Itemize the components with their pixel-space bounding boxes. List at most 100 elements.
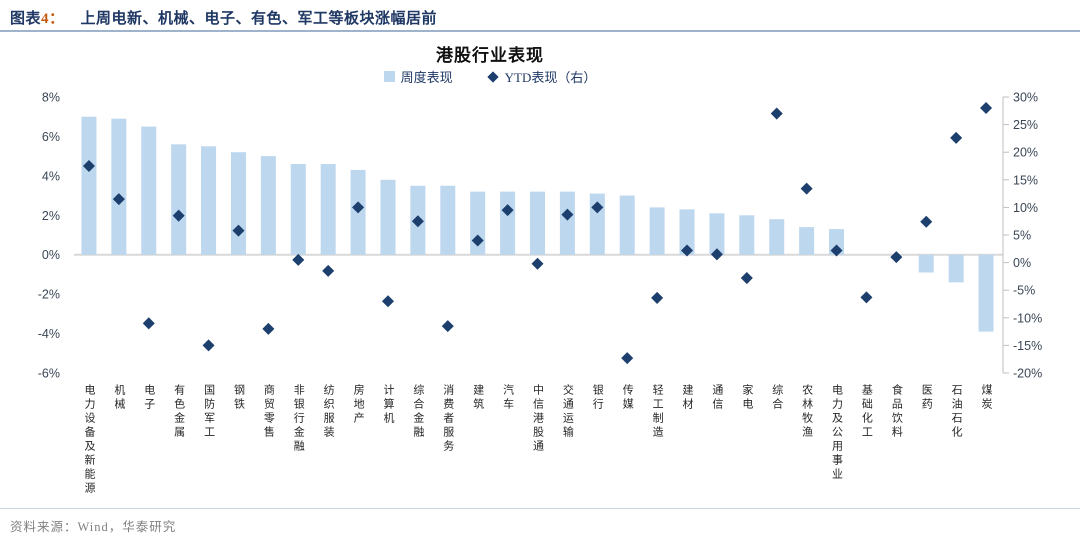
ytd-diamond [651, 291, 664, 304]
category-label: 石油石化 [950, 384, 963, 440]
weekly-bar [141, 126, 157, 255]
weekly-bar [171, 144, 187, 255]
weekly-bar [290, 164, 306, 255]
category-label: 纺织服装 [322, 384, 335, 440]
category-label: 消费者服务 [441, 384, 454, 454]
weekly-bar [260, 156, 276, 255]
ytd-diamond [621, 352, 634, 365]
left-axis-tick-label: 6% [42, 130, 60, 144]
ytd-diamond [262, 322, 275, 335]
weekly-bar [81, 116, 97, 255]
weekly-bar [530, 191, 545, 255]
left-axis-tick-label: 0% [42, 248, 60, 262]
ytd-diamond [770, 107, 783, 120]
category-label: 商贸零售 [262, 384, 275, 440]
right-axis-tick-label: 20% [1013, 146, 1038, 160]
category-label: 计算机 [381, 384, 394, 426]
category-label: 汽车 [501, 384, 514, 412]
weekly-bar [709, 213, 725, 255]
ytd-diamond [232, 224, 245, 237]
left-axis-tick-label: -4% [38, 327, 60, 341]
category-label: 电力设备及新能源 [82, 384, 95, 496]
right-axis-tick-label: 10% [1013, 201, 1038, 215]
weekly-bar [769, 219, 785, 255]
ytd-diamond [830, 244, 843, 257]
ytd-diamond [202, 339, 215, 352]
weekly-bar [918, 254, 934, 273]
category-label: 电力及公用事业 [830, 384, 843, 482]
ytd-diamond [112, 193, 125, 206]
ytd-diamond [172, 209, 185, 222]
category-label: 机械 [112, 384, 125, 412]
category-label: 中信港股通 [531, 384, 544, 454]
figure-label: 图表 [10, 11, 42, 27]
weekly-bar [619, 195, 635, 255]
right-axis-tick-label: 25% [1013, 118, 1038, 132]
left-axis-tick-label: -6% [38, 367, 60, 381]
weekly-bar [799, 227, 815, 255]
legend-label-weekly: 周度表现 [400, 70, 453, 85]
footer-divider [0, 508, 1080, 509]
weekly-bar [201, 146, 217, 255]
ytd-diamond [800, 182, 813, 195]
left-axis-tick-label: 4% [42, 169, 60, 183]
right-axis-tick-label: -5% [1013, 284, 1035, 298]
weekly-bar [230, 152, 246, 255]
category-label: 综合 [770, 384, 783, 412]
left-axis-tick-label: 2% [42, 209, 60, 223]
ytd-diamond [860, 291, 873, 304]
category-label: 房地产 [352, 384, 365, 426]
legend-item-weekly: 周度表现 [383, 67, 453, 86]
weekly-bar [739, 215, 755, 255]
category-label: 食品饮料 [890, 384, 903, 440]
weekly-bar [320, 164, 336, 255]
category-label: 综合金融 [411, 384, 424, 440]
ytd-diamond [142, 317, 155, 330]
weekly-bar [111, 118, 127, 255]
ytd-diamond [381, 295, 394, 308]
ytd-diamond [920, 215, 933, 228]
chart-legend: 周度表现 YTD表现（右） [0, 67, 980, 86]
ytd-diamond [531, 257, 544, 270]
category-label: 银行 [591, 384, 604, 412]
category-label: 农林牧渔 [800, 384, 813, 440]
figure-number: 4： [41, 11, 65, 27]
category-label: 国防军工 [202, 384, 215, 440]
source-note: 资料来源：Wind，华泰研究 [10, 520, 177, 534]
right-axis-tick-label: 0% [1013, 256, 1031, 270]
right-axis-tick-label: 30% [1013, 91, 1038, 105]
category-label: 建筑 [471, 384, 484, 412]
weekly-bar [649, 207, 665, 255]
category-label: 非银行金融 [292, 384, 305, 454]
ytd-diamond [82, 159, 95, 173]
weekly-bar [440, 185, 456, 255]
right-axis-tick-label: 5% [1013, 229, 1031, 243]
ytd-diamond [950, 131, 963, 144]
category-label: 家电 [740, 384, 753, 412]
header-divider [0, 30, 1080, 32]
category-label: 建材 [681, 384, 694, 412]
legend-label-ytd: YTD表现（右） [504, 70, 597, 85]
chart-title: 港股行业表现 [436, 46, 544, 65]
ytd-diamond [890, 251, 903, 264]
ytd-diamond [441, 320, 454, 333]
category-label: 交通运输 [561, 384, 574, 440]
category-label: 煤炭 [980, 384, 993, 412]
figure-header: 图表4： 上周电新、机械、电子、有色、军工等板块涨幅居前 [10, 7, 1070, 28]
ytd-diamond [561, 208, 574, 221]
ytd-diamond [322, 264, 335, 277]
right-axis-tick-label: -10% [1013, 311, 1042, 325]
category-label: 通信 [710, 384, 723, 412]
weekly-bar [978, 254, 994, 332]
ytd-diamond [681, 244, 694, 257]
legend-item-ytd: YTD表现（右） [486, 67, 597, 86]
category-label: 电子 [142, 384, 155, 412]
bar-legend-swatch-icon [383, 71, 395, 82]
ytd-diamond [980, 102, 993, 115]
left-axis-tick-label: 8% [42, 91, 60, 105]
ytd-diamond [710, 248, 723, 261]
ytd-diamond [591, 201, 604, 214]
weekly-bar [380, 179, 396, 255]
